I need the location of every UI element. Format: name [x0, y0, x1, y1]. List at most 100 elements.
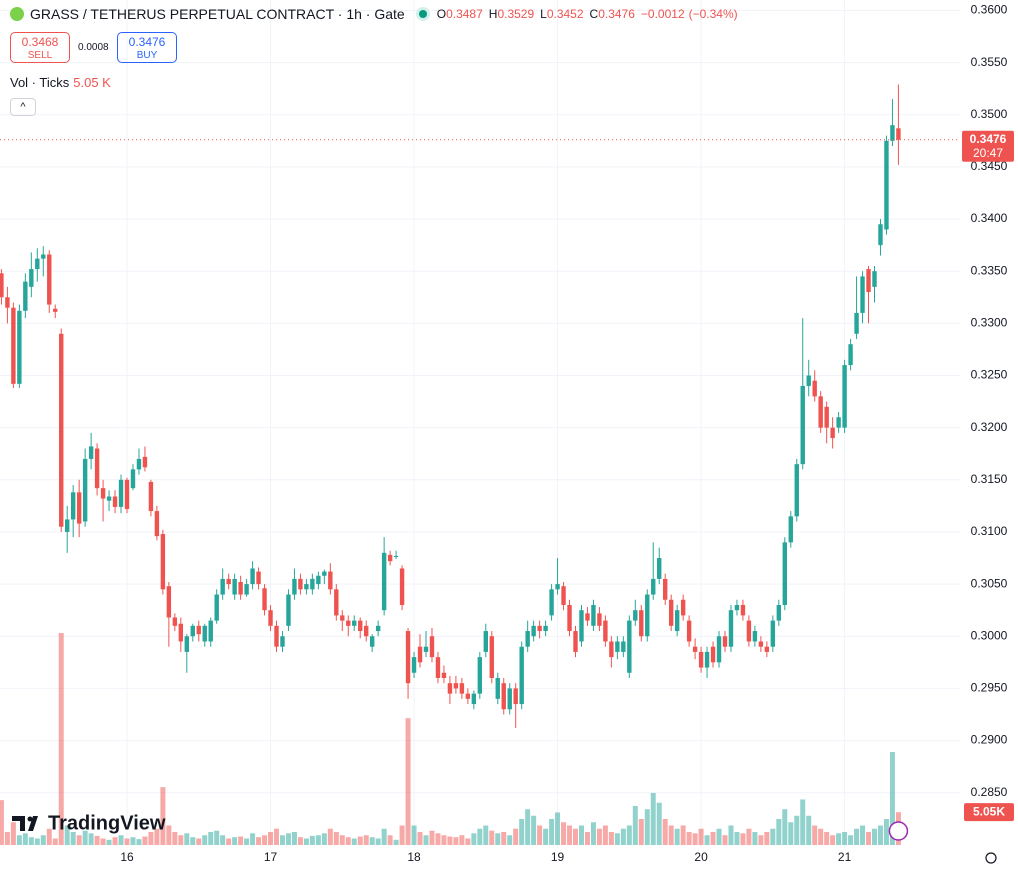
volume-bar [333, 831, 339, 845]
volume-bar [250, 833, 256, 845]
candle-body [800, 385, 805, 465]
volume-bar [842, 831, 848, 845]
volume-bar [680, 825, 686, 845]
candle-body [447, 683, 453, 694]
sell-label: SELL [27, 50, 53, 61]
candle-body [399, 568, 405, 605]
candle-body [836, 417, 841, 428]
volume-bar [692, 833, 698, 845]
volume-bar [118, 835, 124, 845]
candle-body [238, 582, 243, 595]
volume-bar [88, 833, 94, 845]
candle-body [752, 631, 758, 642]
candle-body [465, 693, 471, 699]
volume-bar [477, 828, 483, 845]
volume-label-box [964, 803, 1014, 822]
change: −0.0012 [640, 7, 685, 21]
candle-body [136, 458, 142, 470]
volume-bar [46, 828, 52, 845]
volume-bar [608, 831, 614, 845]
volume-bar [100, 838, 106, 845]
volume-bar [866, 831, 872, 845]
candle-body [692, 646, 698, 652]
candle-body [190, 625, 195, 637]
volume-bar [22, 833, 28, 845]
candle-body [88, 446, 94, 459]
candle-body [657, 558, 662, 579]
volume-bar [10, 822, 16, 845]
candle-body [298, 578, 303, 590]
volume-bar [889, 752, 895, 845]
y-tick-label: 0.3100 [971, 524, 1008, 538]
volume-bar [818, 828, 824, 845]
candle-body [59, 333, 64, 527]
candle-body [214, 594, 219, 621]
volume-bar [351, 838, 357, 845]
candle-body [668, 599, 674, 626]
candle-body [842, 365, 847, 428]
volume-bar [848, 835, 854, 845]
candle-body [328, 571, 333, 590]
candle-body [860, 276, 865, 313]
candle-body [124, 479, 130, 510]
candle-body [674, 610, 680, 632]
volume-bar [327, 828, 333, 845]
volume-bar [208, 831, 214, 845]
volume-bar [220, 835, 226, 845]
settings-icon[interactable] [985, 852, 997, 864]
candle-body [710, 646, 716, 663]
x-tick-label: 16 [120, 850, 134, 864]
volume-bar [160, 787, 166, 845]
collapse-button[interactable]: ^ [10, 98, 36, 116]
candle-body [35, 258, 40, 270]
candle-body [776, 604, 782, 621]
volume-bar [106, 839, 112, 845]
x-tick-label: 18 [407, 850, 421, 864]
candle-body [232, 578, 237, 595]
volume-bar [375, 838, 381, 845]
candle-body [519, 646, 524, 705]
candle-body [166, 586, 172, 618]
volume-bar [4, 831, 10, 845]
volume-bar [830, 835, 836, 845]
candle-body [286, 594, 291, 626]
buy-button[interactable]: 0.3476 BUY [117, 32, 177, 63]
y-tick-label: 0.2850 [971, 785, 1008, 799]
candle-body [178, 623, 184, 642]
symbol-title: GRASS / TETHERUS PERPETUAL CONTRACT · 1h… [30, 6, 405, 22]
volume-bar [112, 837, 118, 845]
volume-legend-value: 5.05 K [73, 75, 111, 90]
volume-bar [64, 825, 70, 845]
volume-bar [495, 833, 501, 845]
sell-button[interactable]: 0.3468 SELL [10, 32, 70, 63]
candle-body [728, 610, 734, 647]
volume-bar [824, 831, 830, 845]
y-tick-label: 0.2900 [971, 733, 1008, 747]
logo [12, 816, 38, 831]
candle-body [369, 636, 375, 647]
volume-bar [734, 831, 740, 845]
candle-body [226, 578, 231, 585]
candle-body [0, 273, 4, 298]
candle-body [423, 646, 429, 652]
candle-body [848, 344, 853, 366]
volume-bar [746, 828, 752, 845]
volume-bar [40, 835, 46, 845]
candle-body [878, 224, 883, 246]
candle-body [501, 683, 506, 710]
candle-body [740, 604, 746, 616]
volume-bar [172, 831, 178, 845]
volume-bar [872, 828, 877, 845]
y-tick-label: 0.3150 [971, 472, 1008, 486]
volume-bar [453, 837, 459, 845]
volume-bar [590, 822, 596, 845]
x-tick-label: 19 [551, 850, 565, 864]
volume-bar [447, 836, 453, 845]
volume-bar [214, 830, 220, 845]
ohlc-letter: O [436, 7, 447, 21]
candle-body [471, 693, 477, 705]
logo-dot [27, 816, 33, 822]
volume-bar [489, 830, 495, 845]
volume-bar [883, 818, 889, 845]
candle-body [268, 610, 273, 626]
